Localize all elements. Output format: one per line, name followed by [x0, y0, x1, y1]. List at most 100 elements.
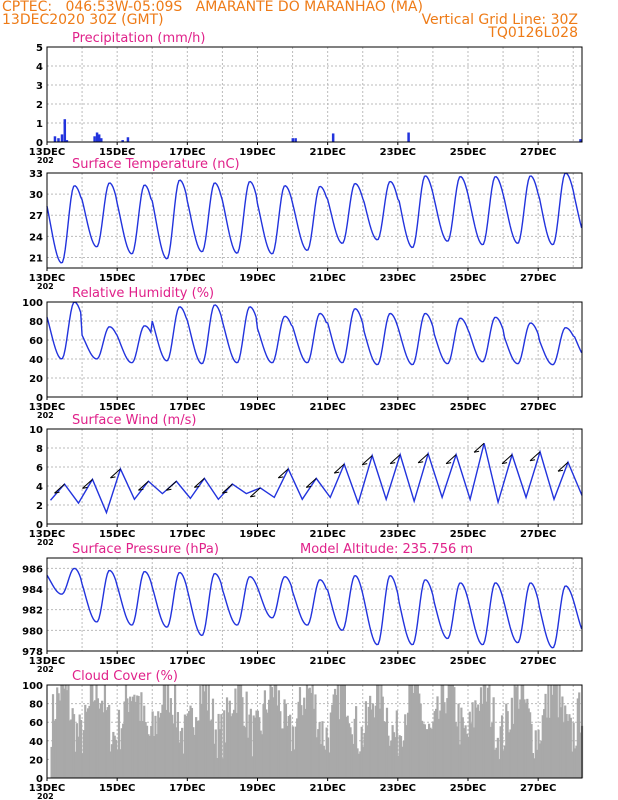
x-tick-label: 25DEC: [450, 783, 486, 794]
cloud-bar: [57, 693, 60, 778]
cloud-bar: [505, 703, 508, 778]
y-tick-label: 0: [36, 520, 43, 531]
cloud-bar: [555, 685, 558, 778]
temp-line: [46, 172, 583, 264]
wind-arrow-head: [501, 462, 508, 465]
cloud-bar: [237, 685, 240, 778]
precip-bar: [65, 140, 69, 142]
x-tick-label: 23DEC: [380, 273, 416, 284]
wind-arrow: [166, 480, 177, 491]
year-label: 202: [37, 665, 54, 674]
wind-arrow-head: [54, 491, 60, 494]
wind-arrow-head: [557, 469, 564, 472]
cloud-bar: [464, 725, 467, 778]
cloud-bar: [333, 688, 337, 778]
y-tick-label: 986: [22, 564, 43, 575]
cloud-bar: [479, 687, 483, 778]
cloud-bar: [517, 708, 520, 778]
cloud-bar: [404, 714, 407, 778]
y-tick-label: 10: [29, 425, 43, 436]
precip-bar: [57, 138, 60, 142]
wind-arrow: [473, 442, 485, 453]
cloud-bar: [138, 720, 142, 778]
cloud-bar: [283, 699, 286, 778]
cloud-bar: [203, 691, 206, 778]
cloud-bar: [202, 685, 205, 778]
x-tick-label: 21DEC: [309, 402, 345, 413]
cloud-bar: [241, 697, 244, 778]
cloud-bar: [51, 694, 55, 778]
cloud-bar: [261, 734, 264, 778]
panel-title: Precipitation (mm/h): [72, 31, 205, 46]
cloud-bar: [544, 693, 547, 778]
y-tick-label: 978: [22, 647, 43, 658]
wind-arrow: [389, 454, 401, 465]
cloud-bar: [95, 685, 98, 778]
cloud-bar: [82, 730, 85, 778]
cloud-bar: [352, 743, 355, 778]
cloud-bar: [129, 696, 132, 778]
cloud-bar: [412, 692, 415, 778]
cloud-bar: [367, 706, 370, 778]
x-tick-label: 21DEC: [309, 529, 345, 540]
x-tick-label: 27DEC: [520, 783, 556, 794]
wind-arrow-head: [250, 495, 256, 498]
cloud-bar: [168, 712, 171, 778]
cloud-bar: [338, 719, 341, 778]
cloud-bar: [242, 725, 245, 778]
cloud-bar: [507, 732, 511, 778]
cloud-bar: [220, 714, 223, 778]
cloud-bar: [289, 714, 292, 778]
panel-title: Cloud Cover (%): [72, 669, 178, 684]
cloud-bar: [77, 736, 80, 778]
cloud-bar: [169, 698, 172, 778]
x-tick-label: 17DEC: [169, 147, 205, 158]
cloud-bar: [526, 698, 529, 778]
cloud-bar: [496, 737, 499, 778]
x-tick-label: 19DEC: [239, 656, 275, 667]
precip-bar: [126, 137, 130, 142]
cloud-bar: [454, 722, 457, 778]
panel-frame: [46, 46, 583, 143]
cloud-bar: [317, 729, 320, 778]
cloud-bar: [406, 712, 410, 778]
panel-frame: [46, 428, 583, 525]
cloud-bar: [432, 722, 435, 778]
cloud-bar: [446, 698, 449, 778]
cloud-bar: [322, 745, 325, 778]
cloud-bar: [68, 720, 71, 778]
cloud-bar: [427, 723, 431, 778]
panel-wind: [46, 428, 583, 527]
cloud-bar: [259, 730, 262, 778]
cloud-bar: [364, 701, 368, 778]
precip-bar: [100, 138, 103, 142]
cloud-bar: [310, 692, 313, 778]
cloud-bar: [409, 685, 412, 778]
cloud-bar: [565, 714, 568, 778]
cloud-bar: [238, 685, 241, 778]
x-tick-label: 27DEC: [520, 273, 556, 284]
cloud-bar: [60, 685, 63, 778]
cloud-bar: [50, 746, 53, 778]
cloud-bar: [165, 709, 168, 778]
cloud-bar: [110, 744, 114, 778]
cloud-bar: [387, 735, 390, 778]
cloud-bar: [115, 739, 118, 778]
cloud-bar: [315, 737, 318, 778]
wind-arrow: [138, 480, 149, 491]
year-label: 202: [37, 792, 54, 800]
cloud-bar: [137, 695, 140, 778]
cloud-bar: [213, 743, 216, 778]
cloud-bar: [291, 726, 295, 778]
cloud-bar: [343, 685, 346, 778]
cloud-bar: [533, 758, 536, 778]
x-tick-label: 13DEC: [29, 147, 65, 158]
cloud-bar: [214, 729, 217, 778]
precip-bar: [407, 132, 410, 142]
cloud-bar: [297, 701, 300, 778]
cloud-bar: [262, 704, 265, 778]
cloud-bar: [308, 687, 311, 778]
cloud-bar: [380, 685, 383, 778]
cloud-bar: [298, 687, 302, 778]
cloud-bar: [340, 685, 344, 778]
